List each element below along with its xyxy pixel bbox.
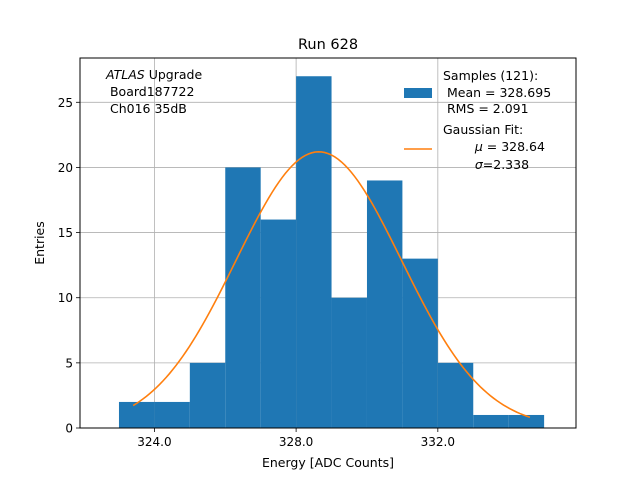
y-tick-label: 20 (58, 161, 73, 175)
y-tick-label: 0 (65, 422, 73, 436)
legend-samples-rms: RMS = 2.091 (443, 101, 529, 116)
legend-samples-mean: Mean = 328.695 (443, 85, 551, 100)
histogram-bar (189, 362, 226, 428)
y-tick-label: 25 (58, 96, 73, 110)
y-tick-label: 15 (58, 226, 73, 240)
histogram-bars (118, 76, 545, 428)
legend-fit-title: Gaussian Fit: (443, 122, 523, 137)
legend-mu-value: = 328.64 (483, 139, 545, 154)
histogram-bar (473, 414, 509, 428)
annotation-upgrade: Upgrade (145, 67, 203, 82)
annotation-line-1: ATLAS Upgrade (105, 67, 202, 82)
x-tick-label: 332.0 (421, 435, 455, 449)
legend-mu-symbol: μ (474, 139, 483, 154)
x-tick-label: 328.0 (279, 435, 313, 449)
histogram-bar (118, 401, 155, 428)
histogram-bar (508, 414, 545, 428)
legend-samples-swatch (404, 88, 432, 98)
legend-samples-title: Samples (121): (443, 68, 538, 83)
x-tick-label: 324.0 (137, 435, 171, 449)
legend: Samples (121): Mean = 328.695 RMS = 2.09… (404, 68, 565, 172)
annotation-atlas: ATLAS (105, 67, 145, 82)
chart-title: Run 628 (298, 37, 358, 53)
plot-frame (79, 57, 577, 429)
legend-sigma-value: =2.338 (483, 157, 529, 172)
x-axis-ticks: 324.0 328.0 332.0 (137, 428, 455, 449)
annotation-channel: Ch016 35dB (106, 101, 187, 116)
y-axis-ticks: 0 5 10 15 20 25 (58, 96, 80, 436)
histogram-bar (402, 258, 438, 428)
y-tick-label: 5 (65, 356, 73, 370)
y-axis-label: Entries (32, 221, 47, 265)
legend-fit-sigma: σ=2.338 (447, 157, 549, 172)
y-tick-label: 10 (58, 291, 73, 305)
histogram-bar (366, 180, 403, 428)
histogram-bar (260, 219, 297, 428)
histogram-bar (331, 297, 367, 428)
histogram-bar (154, 401, 190, 428)
x-axis-label: Energy [ADC Counts] (262, 455, 394, 470)
annotation-board: Board187722 (106, 84, 194, 99)
histogram-bar (296, 76, 332, 428)
atlas-annotation: ATLAS Upgrade Board187722 Ch016 35dB (105, 67, 202, 116)
legend-sigma-symbol: σ (475, 157, 484, 172)
gaussian-fit-curve (132, 151, 531, 419)
legend-fit-mu: μ = 328.64 (447, 139, 565, 154)
histogram-bar (225, 167, 261, 428)
